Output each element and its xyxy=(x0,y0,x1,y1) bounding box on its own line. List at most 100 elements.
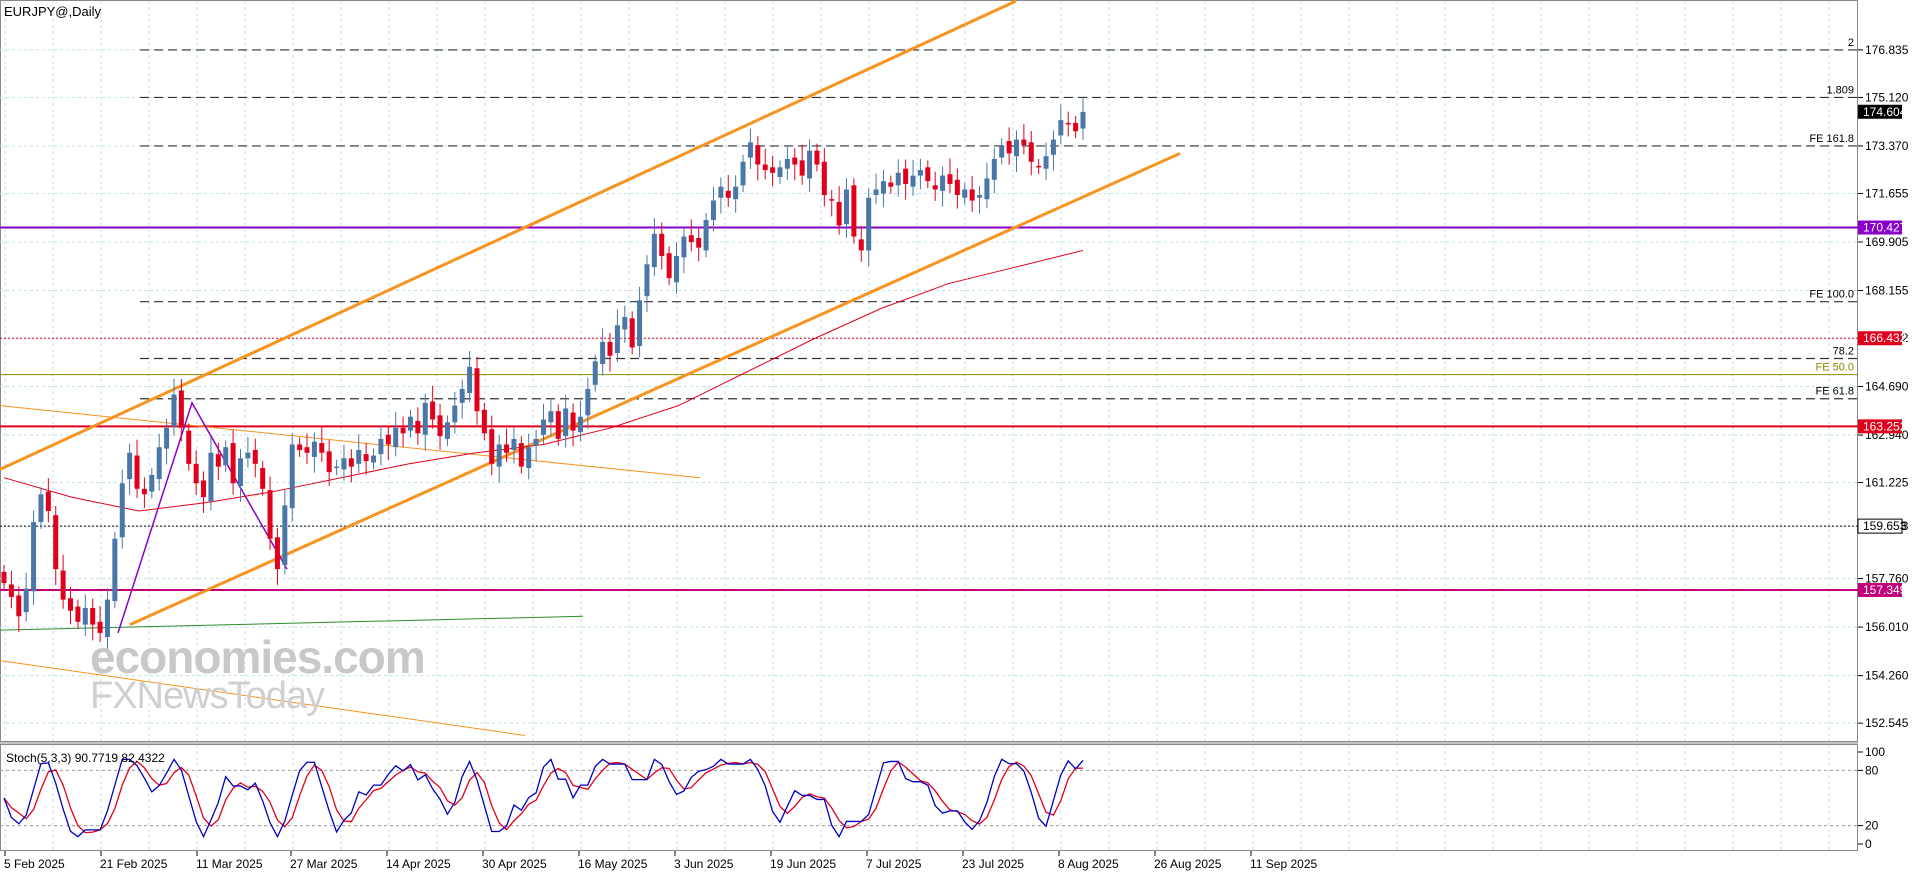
trend-lines xyxy=(0,0,1181,736)
stoch-tick-label: 80 xyxy=(1865,763,1879,777)
candle-body xyxy=(607,341,613,356)
candle-body xyxy=(954,179,960,196)
candle-body xyxy=(237,458,243,487)
x-tick-label: 21 Feb 2025 xyxy=(100,857,168,871)
candle xyxy=(68,586,74,625)
candle-body xyxy=(1013,139,1019,157)
candle-body xyxy=(1080,111,1086,129)
candle-body xyxy=(504,444,510,453)
candle-body xyxy=(459,389,465,403)
candle-body xyxy=(208,452,214,502)
x-tick-label: 26 Aug 2025 xyxy=(1154,857,1222,871)
candle xyxy=(1058,104,1064,145)
candle xyxy=(910,159,916,196)
candle-body xyxy=(917,170,923,176)
candle-body xyxy=(977,195,983,198)
candle xyxy=(430,385,436,429)
candle-body xyxy=(223,447,229,466)
candle-body xyxy=(437,415,443,437)
candle xyxy=(208,436,214,511)
candle xyxy=(60,554,66,609)
candle-body xyxy=(422,402,428,435)
candle-body xyxy=(356,449,362,464)
candle xyxy=(415,407,421,445)
candle-body xyxy=(629,318,635,348)
candle-body xyxy=(696,237,702,248)
candle-body xyxy=(541,419,546,435)
level-box-label: 166.432 xyxy=(1863,331,1907,345)
candle-body xyxy=(799,160,805,176)
candle xyxy=(289,433,295,522)
candle-body xyxy=(991,158,997,180)
candle xyxy=(282,489,288,575)
chart-title: EURJPY@,Daily xyxy=(4,4,101,19)
candle xyxy=(733,175,739,213)
candle xyxy=(245,436,251,468)
horizontal-levels: 2 1.809 FE 161.8 FE 100.0 78.2 FE 61.8 FE 50.0 xyxy=(0,37,1858,591)
candle xyxy=(112,531,118,608)
stochastic-oscillator: 100 80 20 0 xyxy=(0,745,1885,851)
candle-body xyxy=(363,454,369,462)
descending-line-upper xyxy=(0,405,701,479)
candle-body xyxy=(60,570,66,600)
candle xyxy=(341,444,347,481)
candle xyxy=(740,154,746,193)
y-tick-label: 156.010 xyxy=(1865,620,1909,634)
candle-body xyxy=(415,420,421,434)
candle xyxy=(969,175,975,212)
candle xyxy=(149,468,155,499)
x-tick-label: 23 Jul 2025 xyxy=(962,857,1024,871)
candle xyxy=(237,449,243,502)
candle xyxy=(814,143,820,172)
candle-body xyxy=(400,427,406,434)
candle-body xyxy=(903,168,909,184)
candle-body xyxy=(710,200,716,220)
candle-body xyxy=(969,189,975,201)
candle-body xyxy=(134,455,140,489)
candle xyxy=(940,166,946,207)
candle-body xyxy=(334,466,340,469)
fib-level-label: FE 161.8 xyxy=(1809,133,1854,145)
candle xyxy=(31,510,37,605)
candle xyxy=(511,427,517,464)
fib-level-label: FE 100.0 xyxy=(1809,289,1854,301)
candle xyxy=(1028,130,1034,176)
candle-body xyxy=(341,458,347,470)
candle-body xyxy=(1028,142,1034,162)
last-price-box xyxy=(1858,104,1902,119)
candle-body xyxy=(622,316,628,330)
candle-body xyxy=(481,409,487,434)
candle-body xyxy=(1058,120,1064,136)
candle xyxy=(710,186,716,232)
fib-level-label: 2 xyxy=(1848,37,1854,49)
candle xyxy=(127,443,133,495)
candle xyxy=(38,487,44,529)
candle-body xyxy=(245,452,251,459)
candle xyxy=(363,442,369,475)
candle xyxy=(141,477,147,508)
candle xyxy=(533,429,539,462)
candle xyxy=(659,222,665,270)
x-tick-label: 14 Apr 2025 xyxy=(386,857,451,871)
candle xyxy=(201,471,207,513)
x-tick-label: 5 Feb 2025 xyxy=(4,857,65,871)
level-box-label: 159.653 xyxy=(1863,519,1907,533)
candle-body xyxy=(962,189,968,198)
candle xyxy=(858,225,864,262)
candle xyxy=(489,415,495,476)
candle-body xyxy=(592,361,598,385)
candle xyxy=(1006,127,1012,165)
candle-body xyxy=(733,186,739,200)
candle-body xyxy=(112,538,118,602)
candle-body xyxy=(193,463,199,484)
candle xyxy=(674,242,680,294)
candle xyxy=(585,377,591,429)
candle xyxy=(725,175,731,207)
candle xyxy=(400,416,406,447)
candle-body xyxy=(215,454,221,467)
candle xyxy=(799,144,805,185)
candle-body xyxy=(600,341,606,365)
candle xyxy=(614,309,620,363)
level-box xyxy=(1858,220,1902,235)
